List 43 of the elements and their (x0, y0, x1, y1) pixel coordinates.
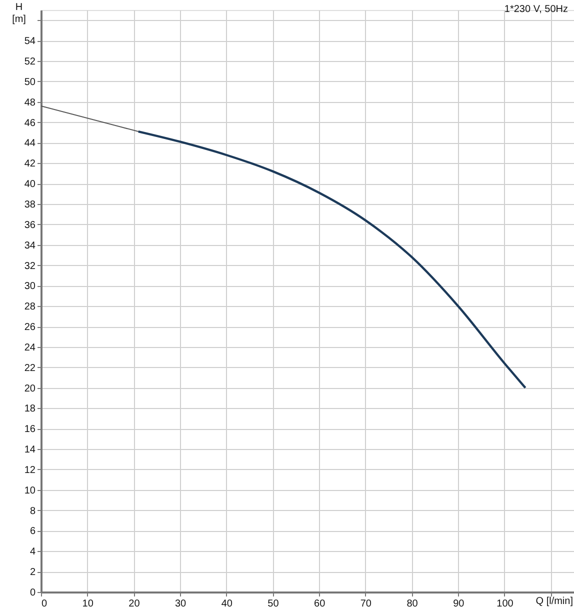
y-tick-label: 12 (24, 464, 36, 476)
x-tick-label: 70 (360, 598, 372, 610)
x-tick-label: 90 (453, 598, 465, 610)
annotation: 1*230 V, 50Hz (504, 4, 568, 15)
y-tick-label: 4 (30, 546, 36, 558)
y-axis-title: H [m] (12, 2, 26, 25)
x-tick-label: 30 (174, 598, 187, 610)
y-tick-label: 10 (24, 485, 36, 496)
y-tick-label: 32 (24, 260, 36, 272)
x-tick-label: 0 (42, 598, 48, 610)
y-tick-label: 36 (24, 220, 36, 231)
y-tick-label: 22 (24, 362, 36, 374)
x-tick-label: 20 (128, 598, 140, 610)
y-tick-label: 46 (24, 118, 36, 129)
x-tick-label: 100 (496, 598, 514, 610)
y-tick-label: 42 (24, 158, 36, 170)
y-tick-label: 18 (24, 404, 36, 415)
y-tick-label: 16 (24, 424, 36, 436)
y-tick-label: 26 (24, 322, 36, 334)
y-tick-label: 40 (24, 179, 36, 190)
x-axis-title: Q [l/min] (536, 596, 574, 607)
y-tick-label: 8 (30, 506, 36, 517)
y-tick-label: 38 (24, 200, 36, 210)
y-tick-label: 48 (24, 97, 36, 108)
y-tick-label: 0 (30, 588, 36, 598)
x-tick-label: 60 (314, 598, 326, 610)
x-tick-label: 40 (221, 598, 233, 610)
y-tick-label: 24 (24, 342, 36, 354)
y-tick-label: 54 (24, 36, 36, 48)
line-series (137, 130, 526, 389)
y-tick-label: 28 (24, 302, 36, 313)
y-tick-label: 34 (24, 240, 36, 252)
y-tick-label: 50 (24, 76, 36, 88)
x-tick-label: 10 (82, 598, 94, 610)
x-tick-label: 80 (406, 598, 418, 610)
y-tick-label: 52 (24, 56, 36, 68)
y-tick-label: 20 (24, 383, 36, 394)
x-tick-label: 50 (268, 598, 280, 610)
y-tick-label: 14 (24, 444, 36, 456)
y-tick-label: 6 (30, 526, 36, 538)
y-tick-label: 2 (30, 567, 36, 578)
y-tick-label: 30 (24, 281, 36, 292)
y-tick-label: 44 (24, 138, 36, 150)
